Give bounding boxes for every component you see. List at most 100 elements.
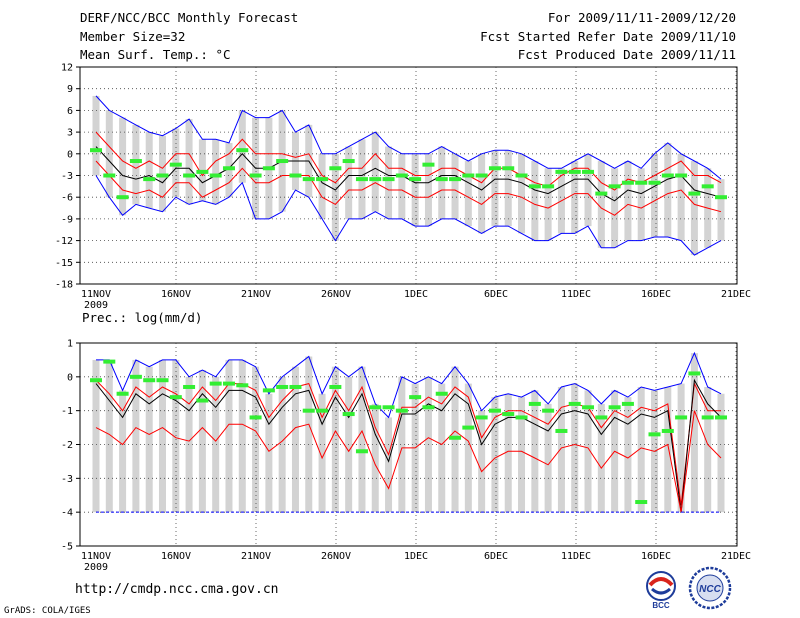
- observed-marker: [621, 180, 634, 185]
- observed-marker: [595, 415, 608, 420]
- ensemble-box: [464, 161, 472, 227]
- ensemble-box: [518, 153, 526, 234]
- ensemble-box: [651, 153, 659, 237]
- ensemble-box: [571, 161, 579, 234]
- x-tick-label: 11NOV: [81, 289, 111, 300]
- y-tick-label: -5: [61, 542, 73, 553]
- bcc-logo-text: BCC: [652, 601, 670, 609]
- y-tick-label: -18: [55, 280, 73, 291]
- ensemble-box: [198, 370, 206, 513]
- observed-marker: [249, 173, 262, 178]
- observed-marker: [635, 500, 648, 505]
- ensemble-box: [557, 386, 565, 513]
- observed-marker: [236, 148, 249, 153]
- y-tick-label: 0: [67, 372, 73, 383]
- observed-marker: [103, 359, 116, 364]
- ensemble-box: [92, 95, 100, 176]
- observed-marker: [675, 173, 688, 178]
- ensemble-box: [531, 161, 539, 241]
- observed-marker: [502, 412, 515, 417]
- y-tick-label: -15: [55, 258, 73, 269]
- ensemble-box: [291, 366, 299, 513]
- forecast-produced: Fcst Produced Date 2009/11/11: [517, 47, 736, 62]
- y-tick-label: 6: [67, 106, 73, 117]
- ensemble-box: [318, 393, 326, 513]
- observed-marker: [502, 166, 515, 171]
- ensemble-box: [611, 168, 619, 248]
- observed-marker: [528, 184, 541, 189]
- observed-marker: [648, 180, 661, 185]
- ensemble-box: [265, 393, 273, 513]
- observed-marker: [316, 177, 329, 182]
- source-url[interactable]: http://cmdp.ncc.cma.gov.cn: [75, 582, 279, 597]
- observed-marker: [568, 401, 581, 406]
- observed-marker: [156, 378, 169, 383]
- observed-marker: [475, 173, 488, 178]
- ensemble-box: [185, 376, 193, 513]
- observed-marker: [528, 401, 541, 406]
- ensemble-box: [172, 359, 180, 513]
- observed-marker: [342, 412, 355, 417]
- ensemble-box: [624, 161, 632, 241]
- observed-marker: [289, 173, 302, 178]
- ensemble-box: [518, 397, 526, 513]
- observed-marker: [395, 173, 408, 178]
- observed-marker: [701, 184, 714, 189]
- observed-marker: [409, 395, 422, 400]
- observed-marker: [555, 169, 568, 174]
- x-tick-label: 16DEC: [641, 289, 671, 300]
- ensemble-box: [358, 366, 366, 513]
- observed-marker: [422, 405, 435, 410]
- series-line-lower: [95, 410, 722, 513]
- observed-marker: [169, 162, 182, 167]
- x-tick-label: 16NOV: [161, 551, 191, 562]
- ensemble-box: [478, 410, 486, 513]
- series-line-upper: [95, 379, 721, 506]
- observed-marker: [129, 159, 142, 164]
- observed-marker: [648, 432, 661, 437]
- ensemble-box: [637, 168, 645, 241]
- observed-marker: [209, 381, 222, 386]
- ensemble-box: [571, 383, 579, 513]
- observed-marker: [395, 408, 408, 413]
- x-tick-label: 21NOV: [241, 289, 271, 300]
- y-tick-label: 12: [61, 63, 73, 74]
- variable-label: Mean Surf. Temp.: °C: [80, 47, 231, 62]
- ensemble-box: [145, 132, 153, 209]
- ensemble-box: [491, 150, 499, 227]
- observed-marker: [382, 177, 395, 182]
- ensemble-box: [544, 403, 552, 513]
- observed-marker: [169, 395, 182, 400]
- y-tick-label: -6: [61, 193, 73, 204]
- ensemble-box: [664, 142, 672, 237]
- x-tick-label: 21NOV: [241, 551, 271, 562]
- y-tick-label: 0: [67, 149, 73, 160]
- observed-marker: [688, 371, 701, 376]
- observed-marker: [369, 405, 382, 410]
- ensemble-box: [212, 376, 220, 513]
- y-tick-label: 1: [67, 339, 73, 350]
- ensemble-box: [105, 110, 113, 198]
- x-tick-label: 1DEC: [404, 551, 428, 562]
- observed-marker: [608, 405, 621, 410]
- ensemble-box: [597, 161, 605, 248]
- ensemble-box: [597, 403, 605, 513]
- observed-marker: [661, 173, 674, 178]
- ensemble-box: [491, 397, 499, 513]
- ensemble-box: [331, 153, 339, 241]
- observed-marker: [369, 177, 382, 182]
- x-tick-label: 26NOV: [321, 289, 351, 300]
- observed-marker: [382, 405, 395, 410]
- ensemble-box: [371, 403, 379, 513]
- ensemble-box: [451, 153, 459, 219]
- observed-marker: [90, 378, 102, 383]
- observed-marker: [488, 408, 501, 413]
- ensemble-box: [637, 386, 645, 513]
- observed-marker: [582, 405, 595, 410]
- ensemble-box: [132, 124, 140, 205]
- ensemble-box: [677, 383, 685, 513]
- observed-marker: [435, 391, 448, 396]
- ensemble-box: [717, 179, 725, 241]
- x-tick-label: 11NOV: [81, 551, 111, 562]
